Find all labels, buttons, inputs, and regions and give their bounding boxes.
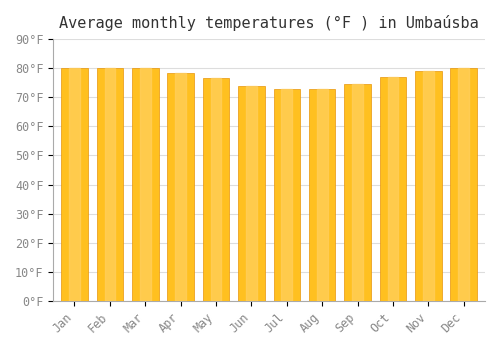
Bar [458,68,469,301]
Bar [309,89,336,301]
Bar [388,77,398,301]
Bar [380,77,406,301]
Bar [423,71,434,301]
Bar [140,68,150,301]
Bar [203,78,230,301]
Bar [450,68,477,301]
Bar [210,78,222,301]
Bar [69,68,80,301]
Bar [96,68,123,301]
Bar [168,72,194,301]
Bar [238,86,264,301]
Bar [132,68,158,301]
Bar [176,72,186,301]
Bar [352,84,363,301]
Bar [61,68,88,301]
Title: Average monthly temperatures (°F ) in Umbaúsba: Average monthly temperatures (°F ) in Um… [59,15,479,31]
Bar [104,68,115,301]
Bar [415,71,442,301]
Bar [344,84,371,301]
Bar [246,86,256,301]
Bar [282,89,292,301]
Bar [317,89,328,301]
Bar [274,89,300,301]
